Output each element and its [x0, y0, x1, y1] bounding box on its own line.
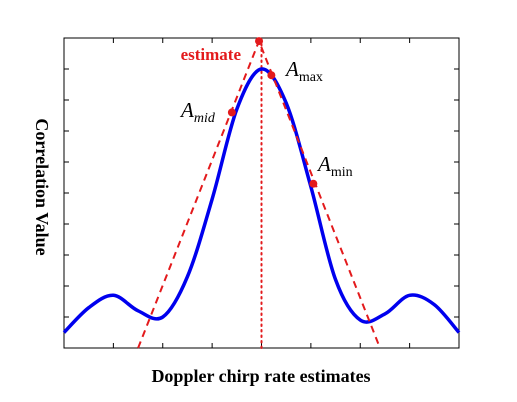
estimate-label: estimate	[181, 45, 242, 64]
a-min-label: Amin	[316, 152, 353, 180]
marker-point-0	[227, 108, 236, 117]
marker-point-2	[267, 71, 276, 80]
a-mid-label: Amid	[179, 98, 216, 126]
a-max-label: Amax	[284, 57, 323, 85]
y-axis-title: Correlation Value	[32, 118, 52, 255]
x-axis-title: Doppler chirp rate estimates	[151, 366, 370, 386]
marker-point-3	[309, 179, 318, 188]
chart-lines	[62, 38, 461, 349]
marker-point-1	[255, 37, 264, 46]
chart-markers	[227, 37, 318, 188]
correlation-curve	[62, 67, 461, 334]
axis-ticks	[64, 38, 459, 348]
